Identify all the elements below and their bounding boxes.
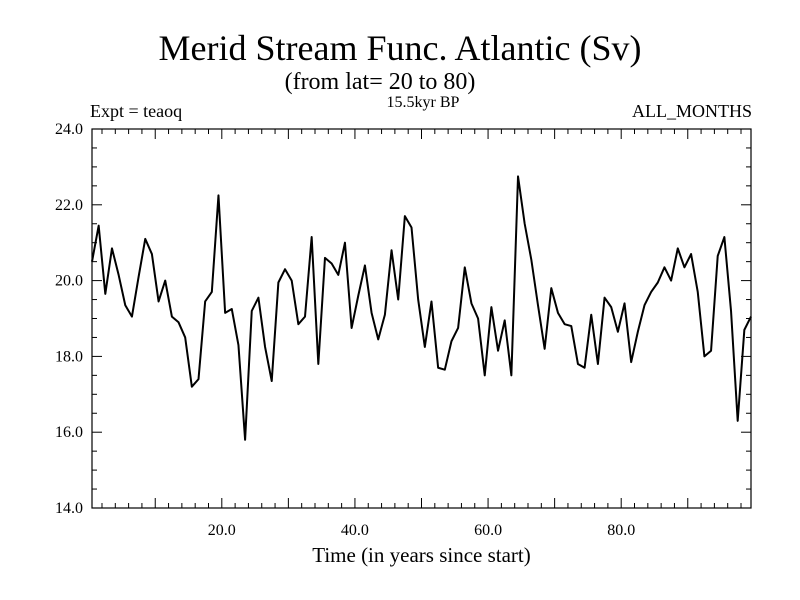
y-tick-label: 22.0 bbox=[55, 197, 83, 214]
x-tick-label: 80.0 bbox=[607, 522, 635, 539]
tick-labels-layer: 14.0 16.0 18.0 20.0 22.0 24.0 20.0 40.0 60.0 80.0 bbox=[55, 121, 635, 539]
experiment-label: Expt = teaoq bbox=[90, 101, 183, 121]
x-tick-label: 60.0 bbox=[474, 522, 502, 539]
y-tick-label: 24.0 bbox=[55, 121, 83, 138]
chart-title: Merid Stream Func. Atlantic (Sv) bbox=[158, 28, 642, 68]
chart-subtitle: (from lat= 20 to 80) bbox=[284, 69, 476, 95]
months-label: ALL_MONTHS bbox=[632, 101, 752, 121]
y-tick-label: 18.0 bbox=[55, 348, 83, 365]
x-tick-label: 40.0 bbox=[341, 522, 369, 539]
y-tick-label: 14.0 bbox=[55, 500, 83, 517]
y-tick-label: 16.0 bbox=[55, 424, 83, 441]
x-tick-label: 20.0 bbox=[208, 522, 236, 539]
period-label: 15.5kyr BP bbox=[386, 94, 460, 111]
y-tick-label: 20.0 bbox=[55, 273, 83, 290]
x-axis-label: Time (in years since start) bbox=[312, 543, 531, 567]
series-line bbox=[91, 175, 752, 441]
plot-frame bbox=[91, 128, 752, 509]
